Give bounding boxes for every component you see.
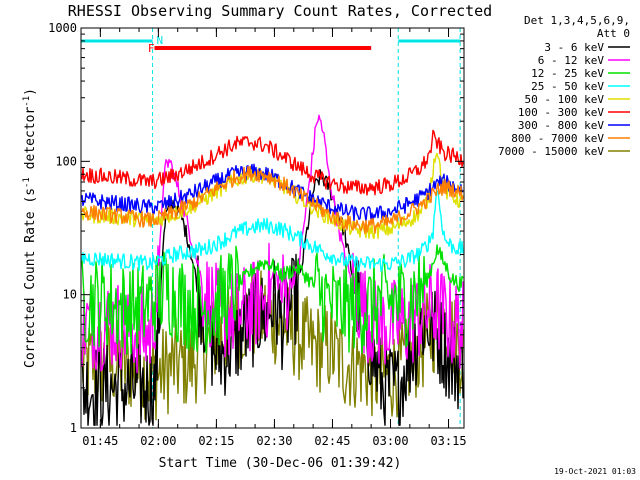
- y-axis-label-sup1: -1: [22, 177, 32, 188]
- x-axis-label: Start Time (30-Dec-06 01:39:42): [159, 456, 402, 471]
- series-line: [81, 129, 464, 196]
- series-line: [81, 168, 464, 426]
- y-axis: 1 10 100 1000: [48, 21, 464, 435]
- series-layer: [81, 114, 464, 426]
- legend-entry-label: 6 - 12 keV: [538, 54, 605, 67]
- plot-frame: [80, 27, 465, 429]
- legend-entry-label: 7000 - 15000 keV: [498, 145, 604, 158]
- x-tick-label: 02:30: [256, 434, 292, 448]
- legend-entry-label: 100 - 300 keV: [518, 106, 604, 119]
- legend-entry-label: 3 - 6 keV: [544, 41, 604, 54]
- legend-entry-label: 50 - 100 keV: [525, 93, 605, 106]
- series-line: [81, 152, 464, 240]
- x-tick-label: 03:00: [372, 434, 408, 448]
- series-line: [81, 190, 464, 272]
- series-line: [81, 165, 464, 235]
- legend-entry-label: 300 - 800 keV: [518, 119, 604, 132]
- y-tick-label: 1: [70, 421, 77, 435]
- legend-entry-label: 12 - 25 keV: [531, 67, 604, 80]
- chart-title: RHESSI Observing Summary Count Rates, Co…: [68, 2, 492, 20]
- y-tick-label: 100: [55, 154, 77, 168]
- x-axis: 01:45 02:00 02:15 02:30 02:45 03:00 03:15: [80, 28, 467, 448]
- y-tick-label: 1000: [48, 21, 77, 35]
- legend-entry-label: 25 - 50 keV: [531, 80, 604, 93]
- x-tick-label: 01:45: [82, 434, 118, 448]
- y-axis-label-end: ): [23, 88, 38, 96]
- x-tick-label: 02:15: [198, 434, 234, 448]
- x-tick-label: 03:15: [430, 434, 466, 448]
- night-flag-label: N: [156, 34, 163, 47]
- x-tick-label: 02:00: [140, 434, 176, 448]
- series-line: [81, 244, 464, 355]
- legend-entry-label: 800 - 7000 keV: [511, 132, 604, 145]
- timestamp: 19-Oct-2021 01:03: [554, 467, 636, 476]
- y-axis-label-mid: detector: [23, 107, 38, 178]
- y-tick-label: 10: [63, 288, 77, 302]
- series-line: [81, 163, 464, 222]
- y-axis-label: Corrected Count Rate (s-1 detector-1): [22, 88, 38, 368]
- y-axis-label-main: Corrected Count Rate (s: [23, 188, 38, 368]
- legend-header-1: Det 1,3,4,5,6,9,: [524, 14, 630, 27]
- series-line: [81, 114, 464, 374]
- flare-flag-label: F: [148, 42, 155, 55]
- x-tick-label: 02:45: [314, 434, 350, 448]
- y-axis-label-sup2: -1: [22, 96, 32, 107]
- legend-header-2: Att 0: [597, 27, 630, 40]
